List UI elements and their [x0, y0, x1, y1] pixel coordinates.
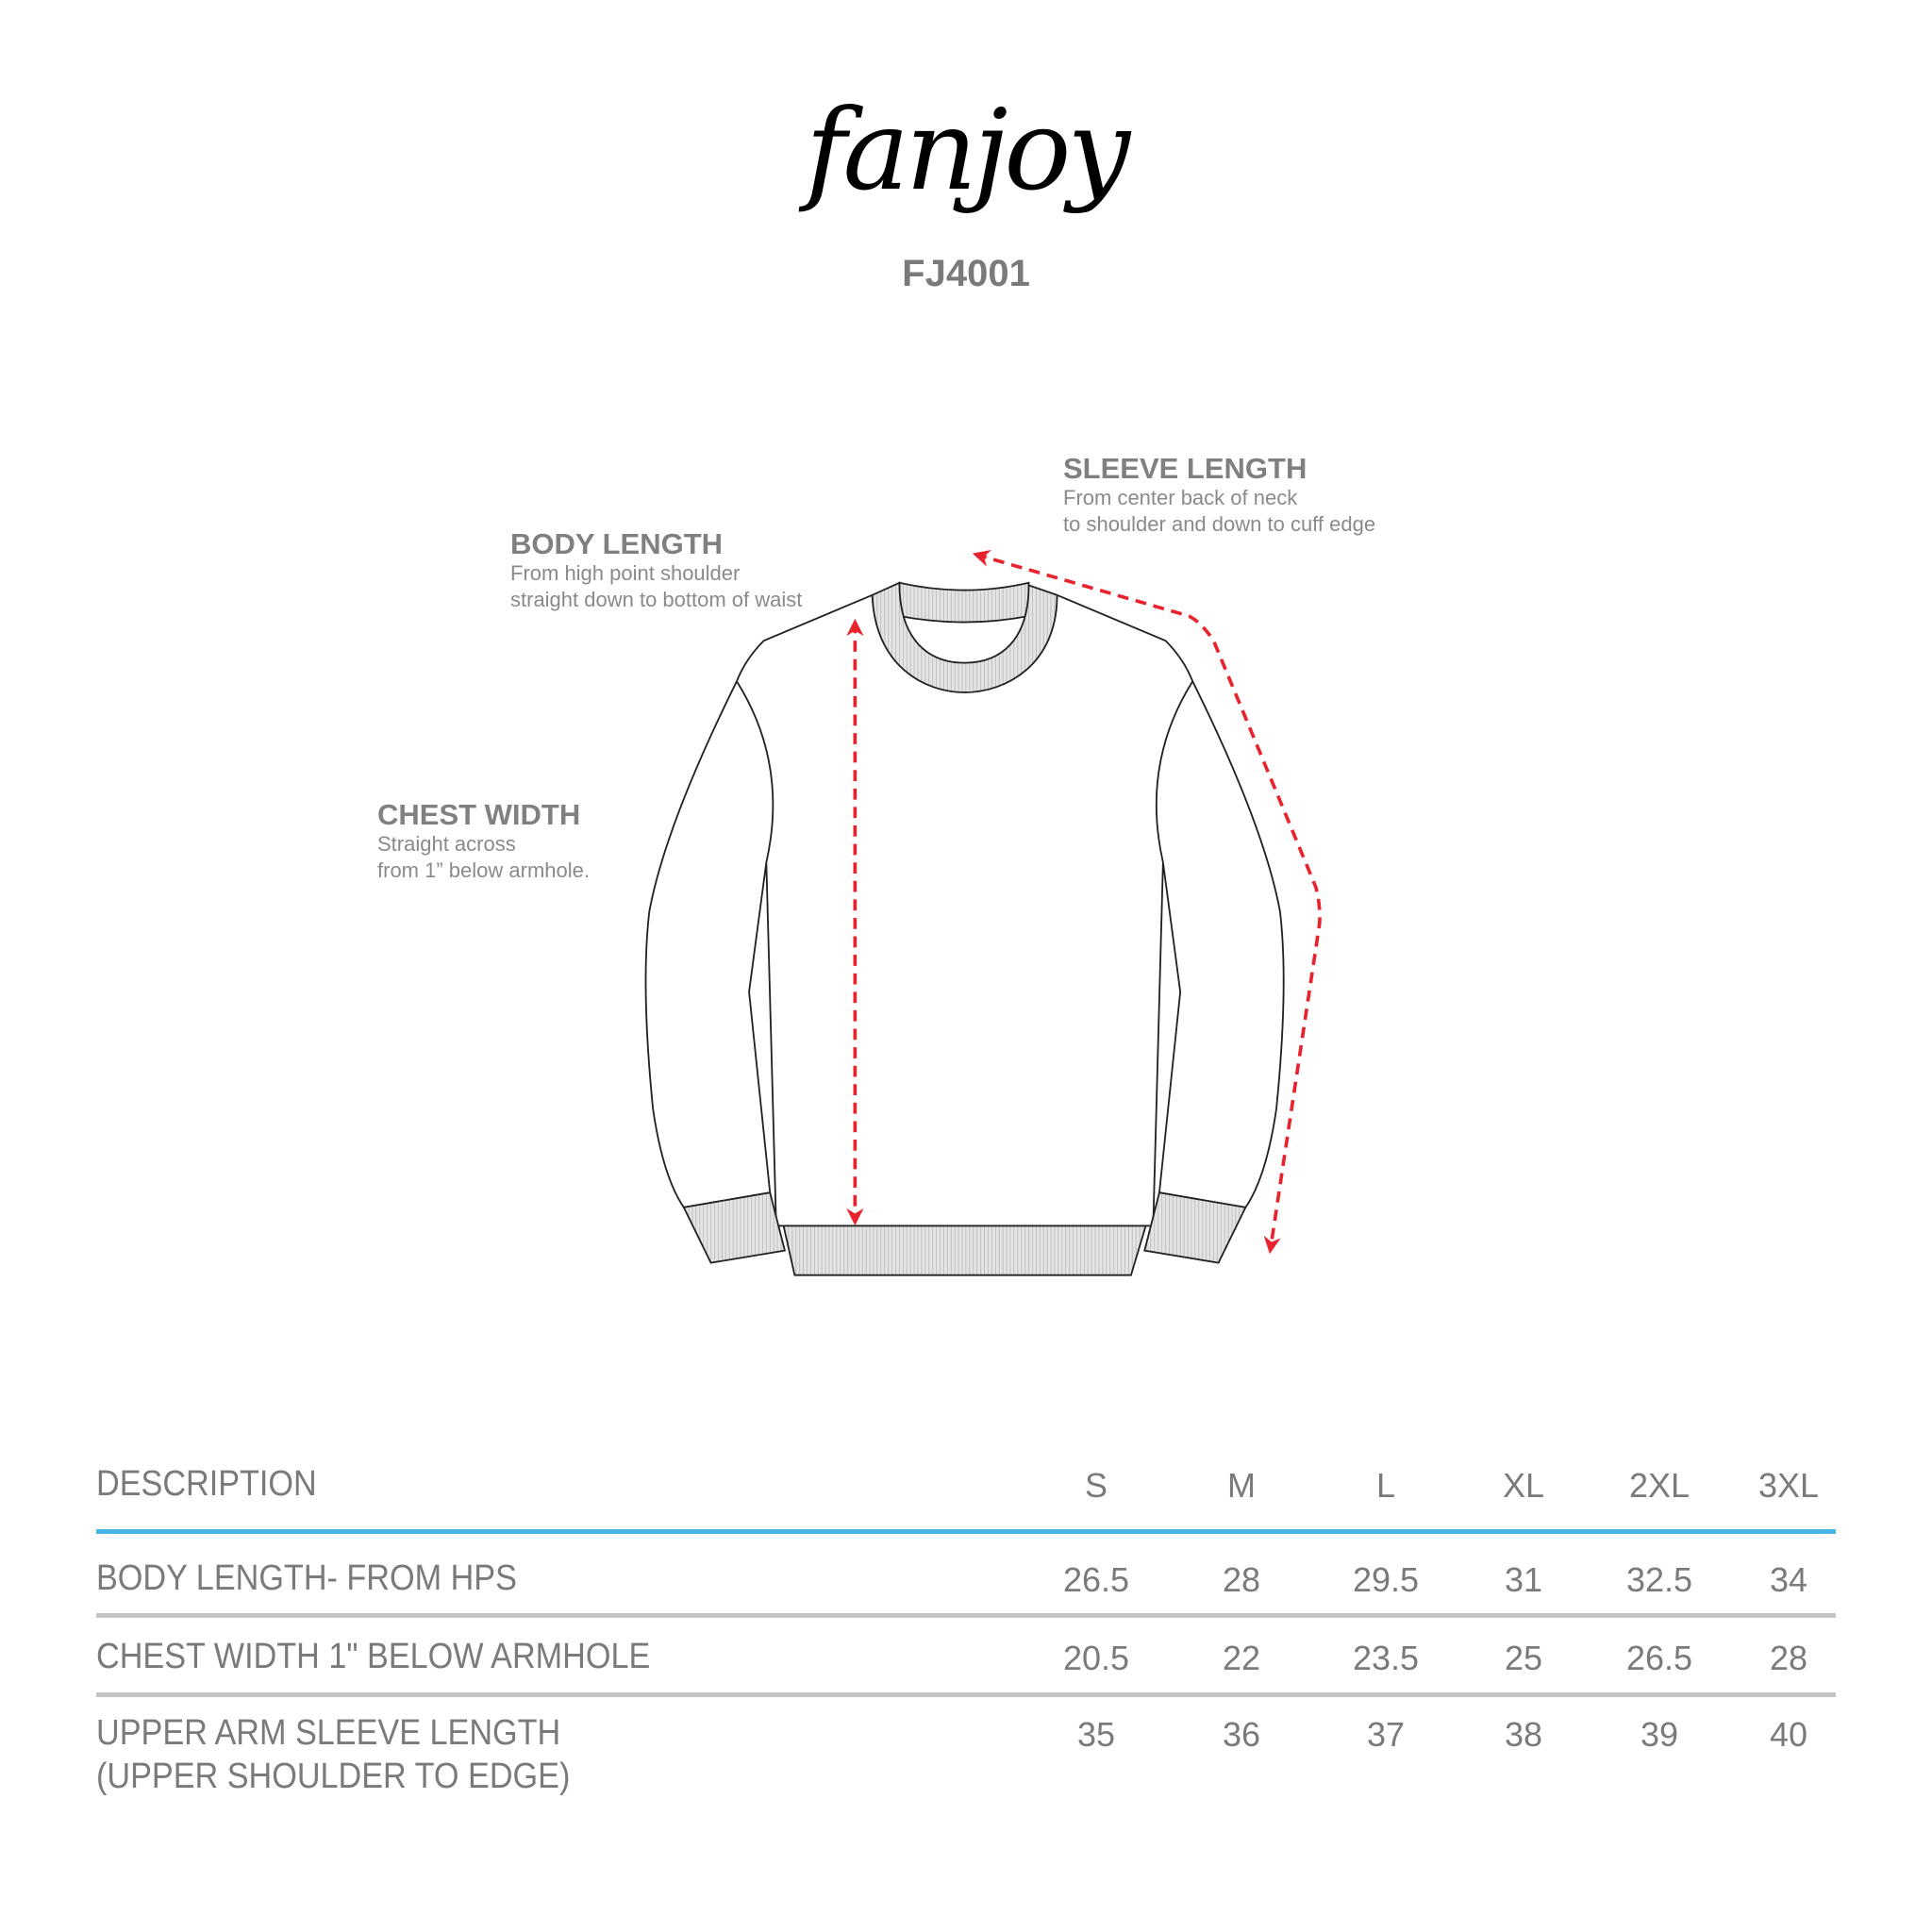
size-header-2xl: 2XL	[1628, 1466, 1690, 1505]
size-value: 37	[1366, 1715, 1406, 1754]
sleeve-length-arrow	[972, 549, 1322, 1255]
size-header-s: S	[1084, 1466, 1108, 1505]
size-value: 26.5	[1625, 1639, 1693, 1677]
row-label: BODY LENGTH- FROM HPS	[96, 1558, 517, 1598]
callout-line: from 1” below armhole.	[377, 858, 590, 882]
size-value: 38	[1504, 1715, 1543, 1754]
callout-title: BODY LENGTH	[510, 527, 724, 560]
chest-width-callout: CHEST WIDTH Straight across from 1” belo…	[377, 798, 590, 883]
description-header: DESCRIPTION	[96, 1464, 317, 1504]
size-value: 20.5	[1062, 1639, 1130, 1677]
header-divider	[96, 1529, 1836, 1534]
callout-line: From high point shoulder	[510, 561, 741, 586]
callout-line: From center back of neck	[1063, 486, 1298, 510]
callout-line: to shoulder and down to cuff edge	[1063, 511, 1376, 536]
callout-title: SLEEVE LENGTH	[1063, 452, 1307, 485]
size-value: 39	[1640, 1715, 1679, 1754]
size-value: 40	[1769, 1715, 1808, 1754]
row-label: CHEST WIDTH 1" BELOW ARMHOLE	[96, 1637, 651, 1676]
size-value: 26.5	[1062, 1560, 1130, 1599]
size-value: 28	[1769, 1639, 1808, 1677]
size-value: 35	[1076, 1715, 1116, 1754]
size-value: 25	[1504, 1639, 1543, 1677]
size-value: 29.5	[1352, 1560, 1420, 1599]
fanjoy-logo: fanjoy	[805, 85, 1130, 215]
back-neck-band	[898, 581, 1030, 624]
size-value: 34	[1769, 1560, 1808, 1599]
size-value: 22	[1222, 1639, 1261, 1677]
sleeve-length-callout: SLEEVE LENGTH From center back of neck t…	[1063, 452, 1376, 537]
size-value: 28	[1222, 1560, 1261, 1599]
left-cuff	[682, 1191, 787, 1264]
size-header-xl: XL	[1502, 1466, 1545, 1505]
callout-title: CHEST WIDTH	[377, 798, 581, 831]
size-header-m: M	[1227, 1466, 1256, 1505]
size-header-l: L	[1375, 1466, 1396, 1505]
row-divider	[96, 1692, 1836, 1697]
size-value: 31	[1504, 1560, 1543, 1599]
callout-line: Straight across	[377, 832, 516, 857]
waistband	[782, 1224, 1147, 1276]
body-length-callout: BODY LENGTH From high point shoulder str…	[510, 527, 803, 612]
row-divider	[96, 1613, 1836, 1618]
size-header-3xl: 3XL	[1757, 1466, 1820, 1505]
size-value: 23.5	[1352, 1639, 1420, 1677]
size-value: 32.5	[1625, 1560, 1693, 1599]
style-code: FJ4001	[902, 253, 1030, 294]
row-label: UPPER ARM SLEEVE LENGTH	[96, 1713, 561, 1753]
row-label: (UPPER SHOULDER TO EDGE)	[96, 1757, 571, 1796]
callout-line: straight down to bottom of waist	[510, 587, 803, 611]
size-value: 36	[1222, 1715, 1261, 1754]
